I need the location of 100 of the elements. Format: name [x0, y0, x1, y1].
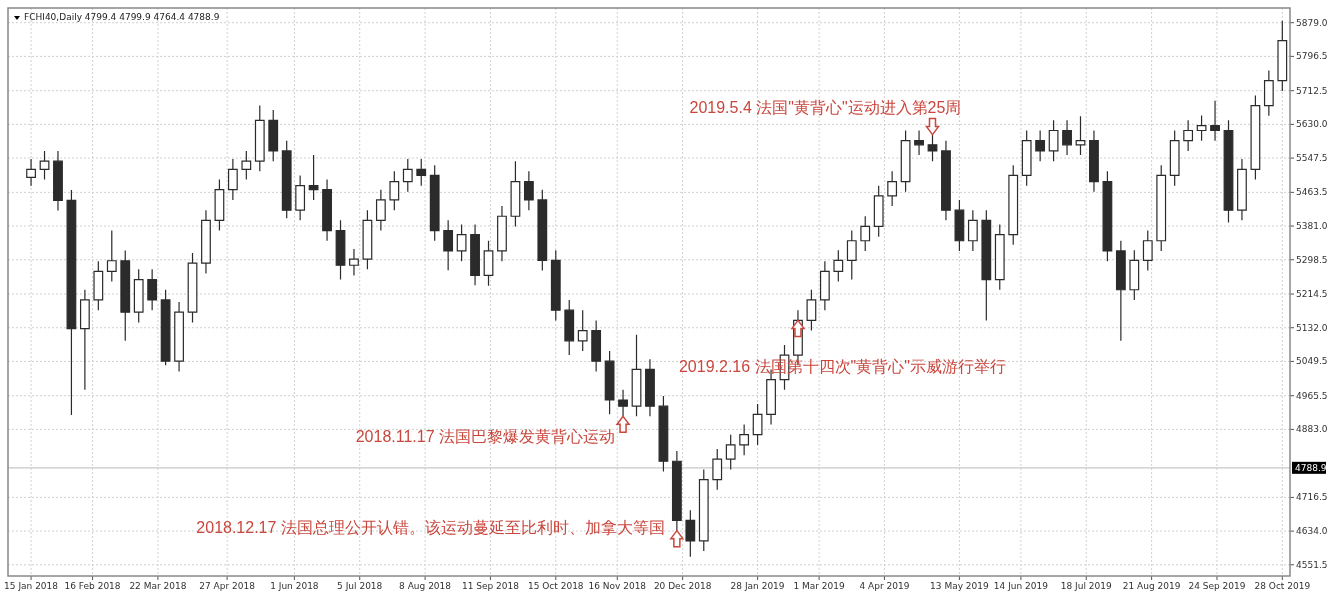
y-tick-label: 5879.0	[1296, 17, 1328, 28]
candlestick	[819, 260, 830, 311]
y-tick-label: 5049.5	[1296, 356, 1328, 367]
y-tick-label: 5381.0	[1296, 221, 1328, 232]
candlestick	[739, 423, 750, 456]
candlestick	[604, 350, 615, 415]
candlestick	[1183, 119, 1194, 152]
candlestick	[227, 158, 238, 201]
candlestick	[954, 199, 965, 252]
candlestick	[1075, 115, 1086, 156]
x-tick-label: 14 Jun 2019	[993, 581, 1049, 591]
x-tick-label: 15 Jan 2018	[4, 581, 59, 591]
candlestick	[645, 358, 655, 417]
x-tick-label: 4 Apr 2019	[859, 581, 910, 591]
candlestick	[752, 403, 763, 446]
x-tick-label: 16 Nov 2018	[588, 581, 647, 591]
candlestick	[941, 140, 951, 221]
x-tick-label: 27 Apr 2018	[199, 581, 256, 591]
y-tick-label: 4883.0	[1296, 424, 1328, 435]
y-tick-label: 5298.5	[1296, 254, 1328, 265]
candlestick	[833, 249, 844, 283]
candlestick	[564, 299, 575, 356]
x-tick-label: 21 Aug 2019	[1122, 581, 1181, 591]
candlestick	[133, 268, 144, 324]
candlestick	[93, 260, 104, 311]
candlestick	[349, 248, 359, 277]
x-tick-label: 1 Mar 2019	[793, 581, 846, 591]
candlestick	[900, 129, 911, 193]
candlestick	[577, 309, 588, 352]
candlestick	[268, 109, 279, 162]
candlestick	[1237, 158, 1247, 221]
candlestick	[106, 229, 117, 283]
y-tick-label: 4634.0	[1296, 526, 1328, 537]
candlestick	[537, 189, 548, 272]
candlestick	[201, 209, 211, 275]
candlestick	[389, 170, 400, 211]
candlestick	[26, 158, 36, 187]
candlestick	[1196, 114, 1207, 142]
candlestick	[806, 289, 817, 332]
candlestick	[66, 189, 77, 416]
y-tick-label: 5132.0	[1296, 322, 1328, 333]
y-tick-label: 5214.5	[1296, 289, 1328, 300]
candlestick	[1048, 119, 1059, 162]
y-tick-label: 4551.5	[1296, 559, 1328, 570]
candlestick	[416, 158, 427, 187]
candlestick	[994, 223, 1005, 291]
candlestick	[456, 223, 467, 262]
candlestick	[1156, 164, 1167, 252]
x-tick-label: 5 Jul 2018	[337, 581, 383, 591]
x-tick-label: 24 Sep 2019	[1188, 581, 1246, 591]
candlestick	[1142, 229, 1153, 272]
y-tick-label: 5630.0	[1296, 119, 1328, 130]
x-tick-label: 28 Jan 2019	[730, 581, 785, 591]
x-tick-label: 16 Feb 2018	[64, 581, 121, 591]
candlestick	[53, 150, 63, 212]
candlestick	[39, 150, 50, 181]
candlestick	[914, 129, 924, 156]
candlestick	[443, 219, 454, 271]
candlestick	[698, 468, 709, 552]
candlestick	[174, 301, 184, 373]
candlestick	[147, 268, 158, 311]
candlestick	[510, 160, 521, 228]
candlestick	[1021, 129, 1032, 187]
candlestick	[497, 205, 507, 262]
candlestick	[1089, 129, 1099, 193]
x-tick-label: 22 Mar 2018	[129, 581, 187, 591]
annotation: 2018.11.17 法国巴黎爆发黄背心运动	[355, 428, 616, 446]
ref-line-label: 4788.9	[1295, 463, 1327, 474]
candlestick	[1062, 119, 1072, 156]
candlestick	[187, 252, 198, 324]
candlestick	[658, 395, 669, 473]
candlestick	[254, 104, 265, 172]
candlestick	[685, 509, 696, 558]
candlestick	[591, 319, 602, 373]
candlestick	[120, 249, 131, 342]
y-tick-label: 4716.5	[1296, 492, 1328, 503]
x-tick-label: 18 Jul 2019	[1060, 581, 1113, 591]
candlestick	[281, 140, 292, 219]
candlestick	[1035, 129, 1046, 162]
candlestick	[860, 215, 871, 252]
candlestick	[1129, 249, 1140, 301]
y-tick-label: 5796.5	[1296, 51, 1328, 62]
x-tick-label: 13 May 2019	[930, 581, 990, 591]
candlestick	[295, 174, 306, 221]
x-tick-label: 28 Oct 2019	[1254, 581, 1311, 591]
candlestick	[483, 240, 494, 287]
x-tick-label: 8 Aug 2018	[399, 581, 452, 591]
candlestick	[241, 150, 252, 181]
candlestick	[631, 334, 642, 417]
candlestick	[362, 209, 373, 270]
y-tick-label: 4965.5	[1296, 390, 1328, 401]
candlestick	[981, 209, 992, 321]
candlestick	[214, 178, 225, 232]
candlestick	[1223, 119, 1234, 223]
candlestick	[725, 434, 736, 471]
y-tick-label: 5712.5	[1296, 85, 1328, 96]
candlestick	[1169, 129, 1180, 187]
candlestick	[1102, 170, 1113, 262]
candlestick	[550, 249, 561, 321]
candlestick	[429, 164, 440, 242]
